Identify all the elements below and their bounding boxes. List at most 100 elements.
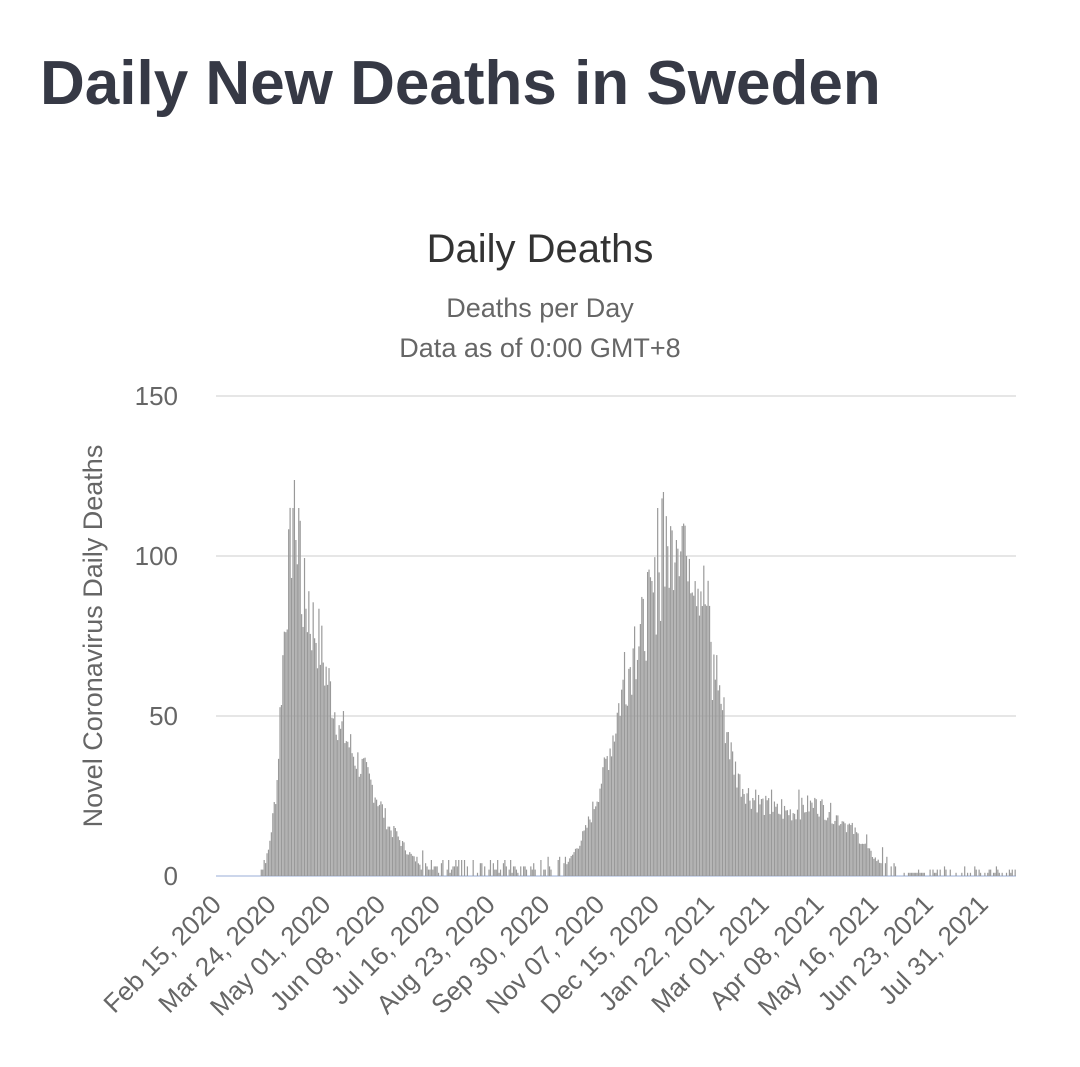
bar — [420, 869, 422, 876]
bar — [743, 794, 745, 876]
bar — [837, 815, 839, 876]
bar — [329, 681, 332, 876]
bar — [737, 773, 739, 876]
bar — [335, 734, 337, 876]
bar — [671, 530, 673, 876]
bar — [713, 654, 715, 876]
bar — [763, 814, 765, 876]
bar — [570, 856, 572, 876]
bar — [680, 551, 682, 876]
bar — [781, 799, 783, 876]
bar — [572, 854, 574, 876]
bar — [342, 711, 345, 876]
bar — [984, 872, 986, 876]
bar — [1010, 872, 1012, 876]
bar — [746, 793, 748, 876]
bar — [811, 802, 813, 876]
bar — [920, 872, 923, 876]
bar — [809, 800, 812, 876]
bar — [644, 651, 646, 876]
bar — [796, 809, 799, 876]
bar — [805, 812, 807, 876]
bar — [628, 668, 630, 876]
bar — [285, 632, 287, 876]
bar — [773, 801, 776, 876]
bar — [288, 529, 290, 876]
bar — [651, 581, 653, 876]
bar — [919, 872, 921, 876]
bar — [376, 799, 378, 876]
bar — [510, 860, 512, 876]
bar — [817, 813, 819, 876]
bar — [262, 869, 264, 876]
bar — [808, 811, 810, 876]
bar — [677, 548, 679, 876]
bar — [267, 849, 270, 876]
bar — [494, 869, 496, 876]
bar — [504, 860, 506, 876]
bar — [417, 863, 419, 876]
bar — [414, 861, 417, 876]
bar — [749, 800, 751, 876]
bar — [315, 642, 317, 876]
bar — [517, 872, 519, 876]
bar — [974, 866, 976, 876]
bar — [602, 767, 604, 876]
bar — [358, 776, 360, 876]
bar — [987, 872, 989, 876]
bar — [338, 725, 340, 876]
bar — [929, 869, 931, 876]
bar — [769, 814, 771, 876]
bar — [275, 804, 277, 876]
bar — [757, 794, 760, 876]
bar — [812, 807, 814, 876]
bar — [708, 605, 711, 876]
bar — [613, 741, 616, 876]
bar — [410, 853, 412, 876]
bar — [868, 848, 871, 876]
bar — [388, 826, 391, 876]
bar — [374, 797, 376, 876]
bar — [756, 812, 758, 876]
bar — [534, 869, 536, 876]
bar — [586, 827, 588, 876]
bar — [732, 751, 734, 876]
bar — [324, 685, 326, 876]
bar — [739, 774, 741, 876]
bar — [854, 827, 856, 876]
bar — [636, 659, 639, 876]
bar — [589, 819, 591, 876]
bar — [357, 752, 359, 876]
bar — [635, 679, 637, 876]
bar — [419, 864, 421, 876]
bar — [701, 606, 703, 876]
bar — [265, 863, 267, 876]
bar — [319, 664, 321, 876]
bar — [850, 825, 852, 876]
bar — [711, 700, 714, 876]
bar — [759, 804, 761, 876]
bar — [595, 806, 597, 876]
bar — [550, 869, 552, 876]
bar — [345, 741, 347, 876]
bar — [277, 758, 280, 876]
bar — [373, 802, 375, 876]
bar — [632, 648, 634, 876]
bar — [772, 811, 774, 876]
bar — [276, 780, 278, 876]
bar — [913, 872, 915, 876]
bar — [495, 869, 497, 876]
bar — [289, 507, 291, 876]
bar — [815, 799, 817, 876]
bar — [670, 526, 672, 876]
bar — [399, 840, 401, 876]
bar — [858, 843, 861, 876]
bar — [435, 866, 437, 876]
bars — [260, 480, 1016, 876]
bar — [760, 799, 763, 876]
bar — [295, 540, 297, 876]
bar — [714, 679, 716, 876]
bar — [316, 668, 319, 876]
bar — [639, 624, 641, 876]
bar — [599, 788, 601, 876]
